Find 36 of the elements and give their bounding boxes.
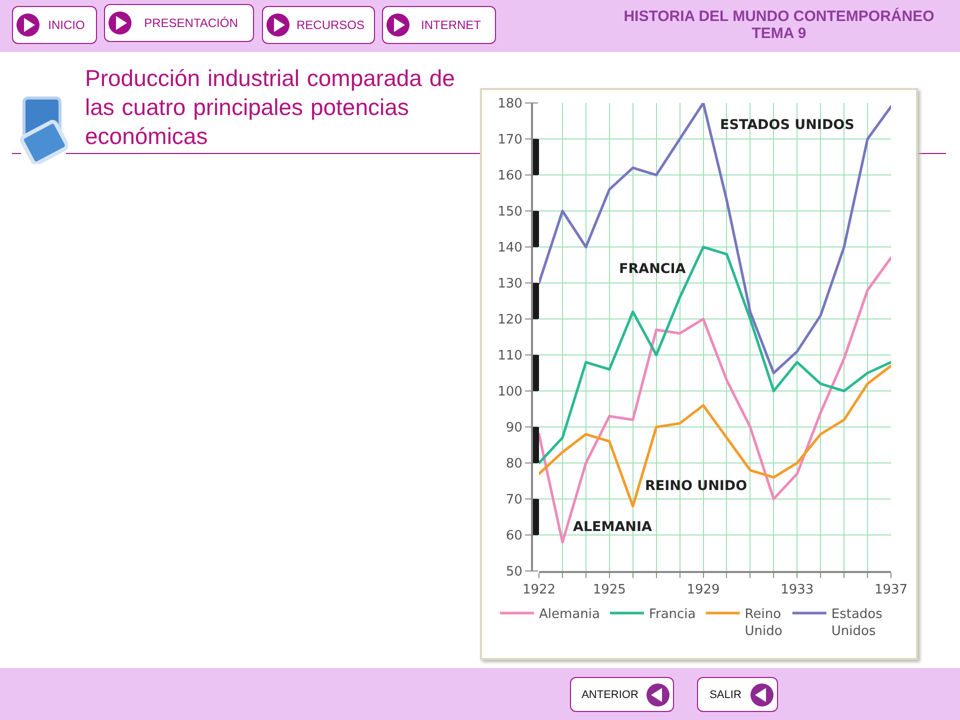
y-tick-label: 120 bbox=[498, 312, 522, 328]
y-tick-label: 160 bbox=[498, 168, 522, 184]
button: INICIO bbox=[12, 6, 97, 44]
annotation: ESTADOS UNIDOS bbox=[720, 117, 854, 133]
annotation: FRANCIA bbox=[619, 261, 686, 277]
y-tick-label: 100 bbox=[498, 384, 522, 400]
y-tick-label: 90 bbox=[506, 420, 522, 436]
x-tick-label: 1922 bbox=[522, 582, 556, 598]
annotation: ALEMANIA bbox=[573, 519, 652, 535]
button: SALIR bbox=[697, 677, 778, 712]
x-tick-label: 1925 bbox=[592, 582, 626, 598]
y-tick-label: 110 bbox=[498, 348, 522, 364]
y-tick-label: 130 bbox=[498, 276, 522, 292]
button: RECURSOS bbox=[262, 6, 375, 44]
line-series bbox=[539, 364, 891, 508]
chart-subtitle: HISTORIA DEL MUNDO CONTEMPORÁNEO TEMA 9 bbox=[622, 8, 936, 42]
legend-label: Alemania bbox=[539, 607, 600, 622]
y-tick-label: 170 bbox=[498, 132, 522, 148]
button: INTERNET bbox=[382, 6, 496, 44]
y-tick-label: 70 bbox=[506, 492, 522, 508]
y-tick-label: 50 bbox=[506, 564, 522, 580]
legend-label: Estados Unidos bbox=[831, 607, 883, 640]
annotation: REINO UNIDO bbox=[645, 478, 748, 494]
y-tick-label: 180 bbox=[498, 96, 522, 112]
legend-label: Reino Unido bbox=[744, 607, 782, 640]
x-tick-label: 1933 bbox=[780, 582, 814, 598]
text: Producción industrial comparada de las cuatro principales potencias económicas bbox=[85, 64, 456, 151]
x-tick-label: 1929 bbox=[686, 582, 720, 598]
y-tick-label: 140 bbox=[498, 240, 522, 256]
button: PRESENTACIÓN bbox=[104, 4, 254, 42]
y-tick-label: 150 bbox=[498, 204, 522, 220]
legend-label: Francia bbox=[648, 607, 696, 622]
x-tick-label: 1937 bbox=[874, 582, 908, 598]
y-tick-label: 80 bbox=[506, 456, 522, 472]
y-tick-label: 60 bbox=[506, 528, 522, 544]
button: ANTERIOR bbox=[570, 677, 674, 712]
